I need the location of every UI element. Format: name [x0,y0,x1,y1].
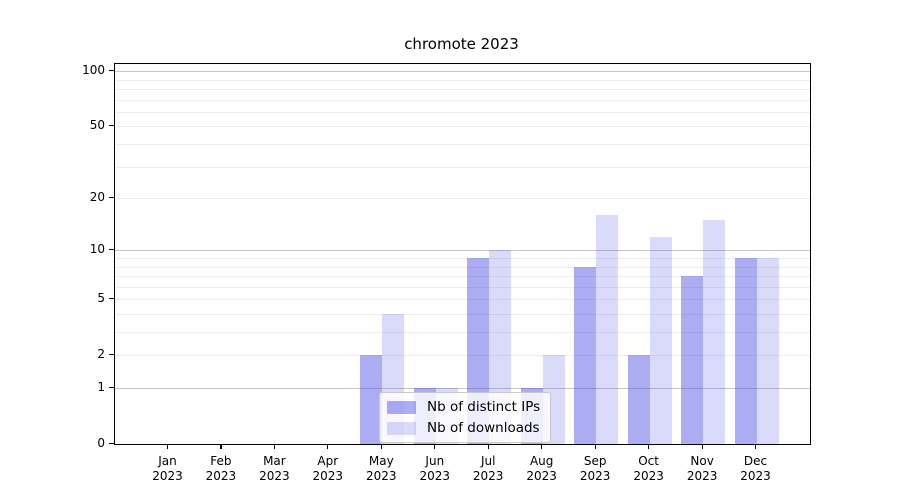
gridline-50 [115,126,810,128]
y-tick-label-10: 10 [89,242,105,257]
legend-swatch-downloads [387,421,416,435]
x-tick-label-aug: Aug 2023 [526,454,557,483]
legend: Nb of distinct IPs Nb of downloads [379,392,552,443]
x-tick-label-sep: Sep 2023 [579,454,611,483]
bar-may-distinct-ips [360,355,383,444]
x-tick-jun [434,444,436,449]
y-tick-0 [109,442,114,444]
x-tick-aug [541,444,543,449]
gridline-1 [115,388,810,389]
x-tick-label-jul: Jul 2023 [472,454,504,483]
gridline-80 [115,89,810,90]
x-tick-nov [701,444,703,449]
gridline-2 [115,355,810,357]
chart-title: chromote 2023 [404,35,519,53]
gridline-8 [115,266,810,268]
y-tick-label-2: 2 [97,347,105,362]
gridline-100 [115,71,810,73]
legend-label-downloads: Nb of downloads [427,420,540,436]
x-tick-label-dec: Dec 2023 [740,454,771,483]
x-tick-label-apr: Apr 2023 [312,454,344,483]
x-tick-label-nov: Nov 2023 [686,454,718,483]
y-tick-label-0: 0 [97,436,105,450]
gridline-3 [115,332,810,333]
y-tick-5 [109,297,114,299]
y-tick-label-20: 20 [89,190,105,205]
x-tick-label-feb: Feb 2023 [205,454,237,483]
y-tick-label-50: 50 [89,118,105,133]
y-tick-label-5: 5 [97,291,105,306]
x-tick-mar [273,444,276,449]
x-tick-label-jan: Jan 2023 [152,454,183,483]
x-tick-label-mar: Mar 2023 [259,454,290,483]
bar-oct-distinct-ips [627,355,650,444]
gridline-90 [115,79,810,81]
y-tick-20 [109,196,114,198]
bar-sep-downloads [596,215,619,444]
x-tick-sep [594,444,596,449]
legend-row-downloads: Nb of downloads [387,420,540,436]
bar-dec-distinct-ips [734,258,757,444]
y-tick-2 [109,353,114,355]
y-tick-100 [109,69,114,71]
bar-oct-downloads [649,236,672,444]
gridline-4 [115,314,810,315]
gridline-5 [115,299,810,301]
x-tick-jan [167,444,169,449]
gridline-9 [115,258,810,259]
x-tick-apr [327,444,329,449]
bar-dec-downloads [756,258,779,444]
y-tick-label-1: 1 [97,380,105,394]
legend-swatch-distinct-ips [387,400,416,414]
x-tick-jul [487,444,489,449]
x-tick-label-may: May 2023 [366,454,397,483]
y-tick-1 [109,386,114,388]
x-tick-may [380,444,382,449]
gridline-6 [115,286,810,288]
gridline-20 [115,198,810,200]
gridline-60 [115,111,810,113]
bar-nov-distinct-ips [681,276,704,444]
bar-sep-distinct-ips [574,266,597,444]
x-tick-feb [220,444,222,449]
plot-area: Nb of distinct IPs Nb of downloads [114,63,811,445]
gridline-30 [115,166,810,168]
x-tick-label-jun: Jun 2023 [419,454,451,483]
x-tick-label-oct: Oct 2023 [633,454,664,483]
gridline-40 [115,144,810,145]
y-tick-label-100: 100 [82,63,105,78]
gridline-7 [115,276,810,277]
x-tick-oct [648,444,650,449]
x-tick-dec [755,444,757,449]
y-tick-50 [109,124,114,127]
y-tick-10 [109,248,114,250]
bar-nov-downloads [703,220,726,444]
gridline-70 [115,99,810,101]
gridline-10 [115,250,810,252]
legend-label-distinct-ips: Nb of distinct IPs [427,399,541,415]
legend-row-distinct-ips: Nb of distinct IPs [387,399,540,415]
